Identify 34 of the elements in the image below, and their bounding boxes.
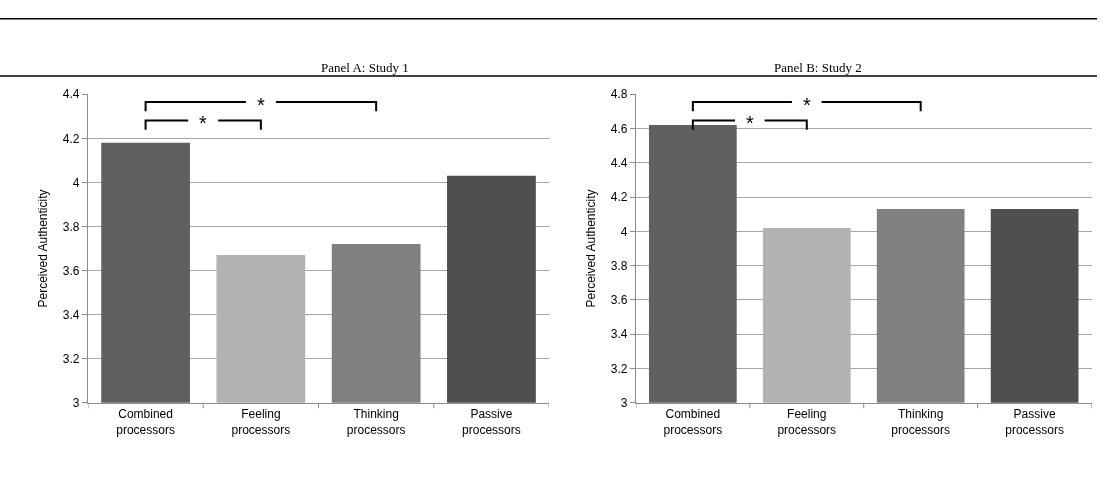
y-tick-label: 3	[620, 395, 628, 410]
y-tick-label: 3	[72, 395, 80, 410]
x-tick-label: Feeling processors	[777, 407, 837, 437]
annotation: *	[746, 112, 754, 134]
x-tick-label: Passive processors	[462, 407, 521, 437]
y-tick-label: 4.6	[610, 121, 628, 136]
x-tick-label: Passive processors	[1005, 407, 1064, 437]
y-tick-label: 4	[620, 224, 628, 239]
x-tick-label: Combined processors	[116, 407, 175, 437]
y-tick-label: 4.4	[62, 87, 80, 102]
y-tick-label: 4.4	[610, 156, 628, 171]
annotation: *	[199, 112, 207, 134]
annotation: *	[257, 94, 265, 116]
y-tick-label: 3.2	[610, 361, 628, 376]
y-tick-label: 3.4	[610, 327, 628, 342]
y-tick-label: 3.6	[62, 263, 80, 278]
x-tick-label: Thinking processors	[891, 407, 951, 437]
y-tick-label: 4.8	[610, 87, 628, 102]
y-tick-label: 4.2	[62, 131, 80, 146]
y-axis-title: Perceived Authenticity	[584, 189, 599, 308]
y-tick-label: 4.2	[610, 190, 628, 205]
y-tick-label: 3.4	[62, 307, 80, 322]
chart-title: Panel B: Study 2	[774, 60, 862, 75]
y-axis-title: Perceived Authenticity	[36, 189, 51, 308]
x-tick-label: Feeling processors	[231, 407, 291, 437]
y-tick-label: 4	[72, 175, 80, 190]
y-tick-label: 3.2	[62, 351, 80, 366]
x-tick-label: Thinking processors	[346, 407, 406, 437]
y-tick-label: 3.8	[610, 258, 628, 273]
y-tick-label: 3.8	[62, 219, 80, 234]
annotation: *	[803, 94, 811, 116]
chart-title: Panel A: Study 1	[321, 60, 409, 75]
y-tick-label: 3.6	[610, 293, 628, 308]
x-tick-label: Combined processors	[663, 407, 723, 437]
